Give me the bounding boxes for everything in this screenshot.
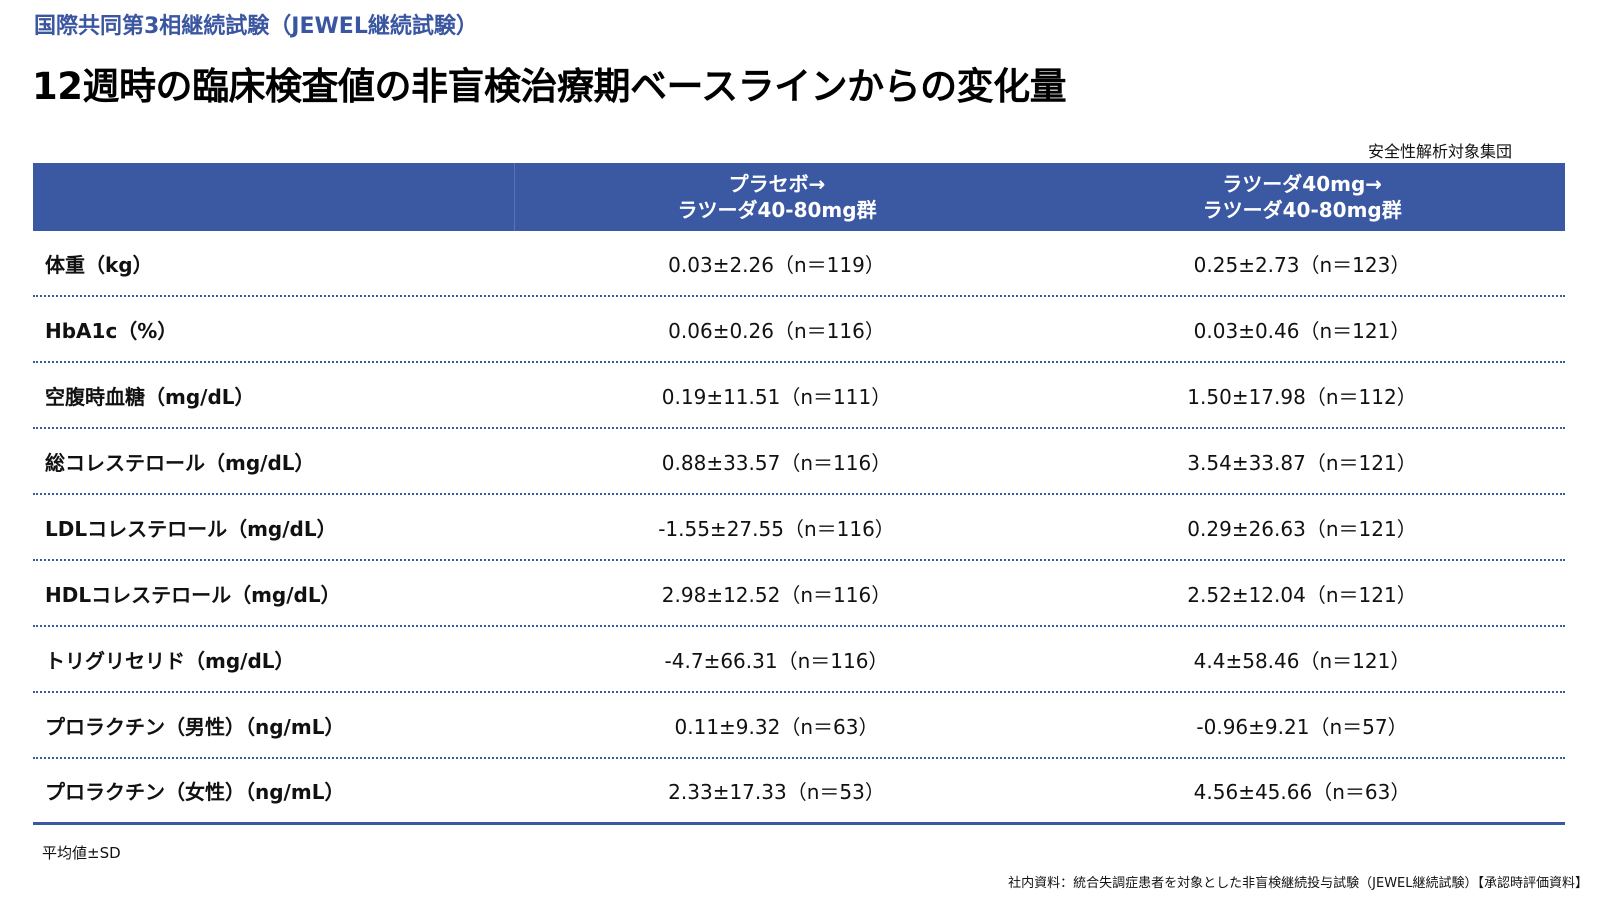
cell-placebo-group: 0.11±9.32（n＝63） [674, 714, 879, 739]
cell-latuda-group: 0.29±26.63（n＝121） [1187, 516, 1417, 541]
cell-latuda-group: -0.96±9.21（n＝57） [1196, 714, 1408, 739]
table-row: 総コレステロール（mg/dL） 0.88±33.57（n＝116） 3.54±33.… [33, 429, 1565, 495]
cell-latuda-group: 3.54±33.87（n＝121） [1187, 450, 1417, 475]
table-row: プロラクチン（男性）（ng/mL） 0.11±9.32（n＝63） -0.96±9.… [33, 693, 1565, 759]
cell-placebo-group: 0.03±2.26（n＝119） [668, 252, 885, 277]
cell-placebo-group: 2.98±12.52（n＝116） [661, 582, 892, 607]
table-row: 体重（kg） 0.03±2.26（n＝119） 0.25±2.73（n＝123） [33, 231, 1565, 297]
row-label: 体重（kg） [45, 252, 153, 277]
header-cell-placebo-group: プラセボ→ ラツーダ40-80mg群 [677, 172, 877, 222]
row-label: プロラクチン（男性）（ng/mL） [45, 714, 345, 739]
cell-latuda-group: 1.50±17.98（n＝112） [1187, 384, 1417, 409]
table-row: 空腹時血糖（mg/dL） 0.19±11.51（n＝111） 1.50±17.98（… [33, 363, 1565, 429]
row-label: HDLコレステロール（mg/dL） [45, 582, 341, 607]
cell-placebo-group: -1.55±27.55（n＝116） [658, 516, 895, 541]
table-row: LDLコレステロール（mg/dL） -1.55±27.55（n＝116） 0.29±… [33, 495, 1565, 561]
row-label: プロラクチン（女性）（ng/mL） [45, 780, 345, 804]
cell-latuda-group: 0.25±2.73（n＝123） [1193, 252, 1411, 277]
header-cell-item [33, 163, 515, 231]
cell-placebo-group: -4.7±66.31（n＝116） [664, 648, 889, 673]
cell-placebo-group: 0.88±33.57（n＝116） [661, 450, 892, 475]
cell-latuda-group: 4.4±58.46（n＝121） [1193, 648, 1411, 673]
cell-placebo-group: 2.33±17.33（n＝53） [668, 780, 885, 804]
cell-latuda-group: 4.56±45.66（n＝63） [1193, 780, 1411, 804]
cell-latuda-group: 2.52±12.04（n＝121） [1187, 582, 1417, 607]
row-label: HbA1c（%） [45, 318, 178, 343]
study-subtitle: 国際共同第3相継続試験（JEWEL継続試験） [34, 14, 478, 39]
row-label: LDLコレステロール（mg/dL） [45, 516, 337, 541]
table-row: HbA1c（%） 0.06±0.26（n＝116） 0.03±0.46（n＝121） [33, 297, 1565, 363]
table-row: HDLコレステロール（mg/dL） 2.98±12.52（n＝116） 2.52±1… [33, 561, 1565, 627]
header-cell-latuda-group: ラツーダ40mg→ ラツーダ40-80mg群 [1202, 172, 1402, 222]
page-title: 12週時の臨床検査値の非盲検治療期ベースラインからの変化量 [32, 65, 1067, 108]
row-label: 総コレステロール（mg/dL） [45, 450, 315, 475]
table-row: トリグリセリド（mg/dL） -4.7±66.31（n＝116） 4.4±58.46… [33, 627, 1565, 693]
row-label: 空腹時血糖（mg/dL） [45, 384, 255, 409]
table-header: プラセボ→ ラツーダ40-80mg群 ラツーダ40mg→ ラツーダ40-80mg… [33, 163, 1565, 231]
footnote: 平均値±SD [42, 844, 121, 862]
cell-placebo-group: 0.06±0.26（n＝116） [668, 318, 885, 343]
source-citation: 社内資料：統合失調症患者を対象とした非盲検継続投与試験（JEWEL継続試験）【承… [1008, 876, 1588, 891]
cell-latuda-group: 0.03±0.46（n＝121） [1193, 318, 1411, 343]
lab-change-table: プラセボ→ ラツーダ40-80mg群 ラツーダ40mg→ ラツーダ40-80mg… [33, 163, 1565, 825]
population-label: 安全性解析対象集団 [1367, 142, 1512, 161]
row-label: トリグリセリド（mg/dL） [45, 648, 295, 673]
cell-placebo-group: 0.19±11.51（n＝111） [661, 384, 892, 409]
table-body: 体重（kg） 0.03±2.26（n＝119） 0.25±2.73（n＝123） Hb… [33, 231, 1565, 825]
table-row: プロラクチン（女性）（ng/mL） 2.33±17.33（n＝53） 4.56±45… [33, 759, 1565, 825]
